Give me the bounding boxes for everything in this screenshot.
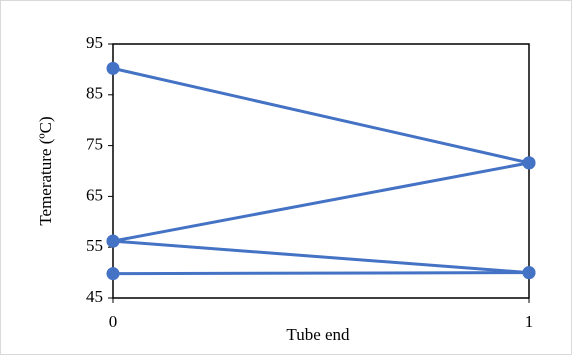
series-line	[112, 161, 530, 243]
data-point	[106, 234, 120, 248]
x-tick-label: 1	[525, 312, 534, 331]
series-line	[112, 239, 530, 275]
data-point	[106, 61, 120, 75]
y-tick-label: 55	[86, 236, 103, 255]
data-point	[522, 266, 536, 280]
y-tick-label: 85	[86, 84, 103, 103]
x-axis-title: Tube end	[286, 325, 350, 344]
plot-frame	[112, 43, 530, 299]
y-tick-label: 75	[86, 135, 103, 154]
series-line	[112, 66, 530, 165]
x-tick-label: 0	[109, 312, 118, 331]
data-point	[106, 267, 120, 281]
data-point	[522, 156, 536, 170]
y-axis-title: Temerature (ºC)	[36, 116, 55, 225]
series-line	[112, 271, 530, 276]
y-tick-label: 65	[86, 185, 103, 204]
y-tick-label: 45	[86, 287, 103, 306]
y-tick-label: 95	[86, 33, 103, 52]
